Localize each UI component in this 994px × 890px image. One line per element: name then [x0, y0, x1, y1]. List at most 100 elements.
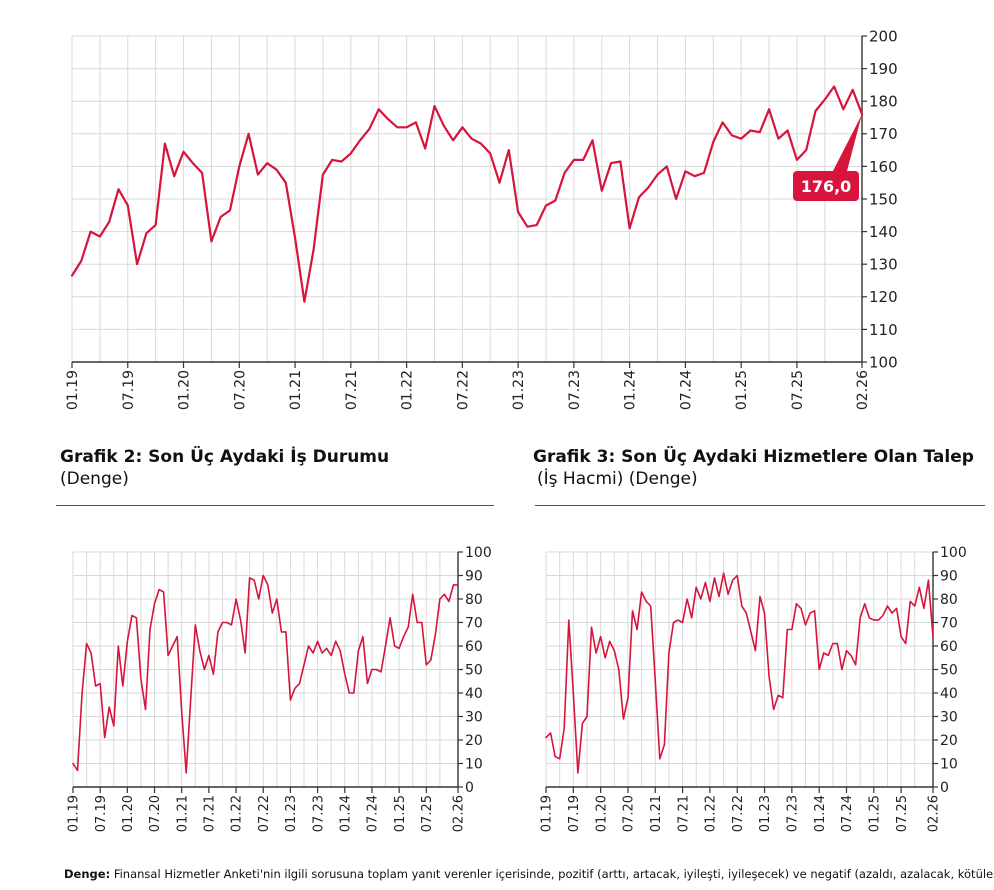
c3-x-tick-label: 07.21	[676, 795, 691, 832]
c1-x-tick-label: 01.25	[734, 370, 750, 410]
c2-y-tick-label: 0	[465, 780, 474, 796]
c1-y-tick-label: 170	[869, 125, 898, 143]
c1-y-tick-label: 100	[869, 353, 898, 371]
c3-y-tick-label: 40	[940, 686, 958, 702]
c1-x-tick-label: 07.20	[232, 370, 248, 410]
c3-y-tick-label: 100	[940, 545, 967, 561]
c2-x-tick-label: 07.20	[148, 795, 163, 832]
c1-y-tick-label: 110	[869, 321, 898, 339]
c3-y-tick-label: 0	[940, 780, 949, 796]
value-callout-label: 176,0	[801, 177, 852, 196]
c2-x-tick-label: 01.21	[175, 795, 190, 832]
c1-y-tick-label: 120	[869, 288, 898, 306]
c3-y-tick-label: 60	[940, 639, 958, 655]
c2-x-tick-label: 01.20	[121, 795, 136, 832]
c1-x-tick-label: 07.19	[121, 370, 137, 410]
c1-x-tick-label: 01.23	[511, 370, 527, 410]
c2-series-line	[72, 574, 459, 774]
c1-y-tick-label: 190	[869, 60, 898, 78]
chart-2-divider	[56, 505, 494, 506]
c3-y-tick-label: 80	[940, 592, 958, 608]
c3-y-tick-label: 20	[940, 733, 958, 749]
c3-y-tick-label: 70	[940, 616, 958, 632]
c3-y-tick-label: 30	[940, 710, 958, 726]
c3-x-tick-label: 01.24	[813, 795, 828, 832]
c3-x-tick-label: 07.23	[786, 795, 801, 832]
c1-y-tick-label: 200	[869, 27, 898, 45]
c2-y-tick-label: 80	[465, 592, 483, 608]
c3-x-tick-label: 01.25	[867, 795, 882, 832]
footnote: Denge: Finansal Hizmetler Anketi'nin ilg…	[64, 866, 994, 890]
c3-y-tick-label: 90	[940, 569, 958, 585]
c2-x-tick-label: 07.23	[311, 795, 326, 832]
c3-y-tick-label: 10	[940, 757, 958, 773]
c1-x-tick-label: 02.26	[855, 370, 871, 410]
c3-x-tick-label: 01.22	[704, 795, 719, 832]
c2-x-tick-label: 07.19	[94, 795, 109, 832]
c1-y-tick-label: 180	[869, 93, 898, 111]
chart-3-title: Grafik 3: Son Üç Aydaki Hizmetlere Olan …	[533, 447, 974, 467]
c1-x-tick-label: 01.21	[288, 370, 304, 410]
c1-x-tick-label: 01.19	[65, 370, 81, 410]
chart-3-subtitle: (İş Hacmi) (Denge)	[537, 469, 698, 489]
c1-x-tick-label: 07.23	[567, 370, 583, 410]
chart-2: 0 10 20 30 40 50 60 70 80 90 100 01.19 07.19 01.20 07.…	[67, 545, 492, 832]
c2-x-tick-label: 07.21	[203, 795, 218, 832]
c2-y-tick-label: 20	[465, 733, 483, 749]
c2-x-tick-label: 01.22	[230, 795, 245, 832]
chart-3-divider	[535, 505, 985, 506]
chart-2-title: Grafik 2: Son Üç Aydaki İş Durumu	[60, 447, 390, 467]
c1-y-tick-label: 130	[869, 256, 898, 274]
value-callout-box	[793, 171, 859, 201]
c3-x-tick-label: 07.20	[622, 795, 637, 832]
value-callout-pointer	[833, 114, 862, 171]
c2-y-tick-label: 70	[465, 616, 483, 632]
c1-y-tick-label: 140	[869, 223, 898, 241]
c1-series-line	[70, 85, 864, 303]
c2-y-tick-label: 50	[465, 663, 483, 679]
footnote-text: Finansal Hizmetler Anketi'nin ilgili sor…	[113, 867, 994, 881]
c2-y-tick-label: 90	[465, 569, 483, 585]
c2-x-tick-label: 01.19	[67, 795, 82, 832]
c2-grid	[72, 551, 459, 788]
c1-x-tick-label: 01.24	[623, 370, 639, 410]
c1-x-tick-label: 07.21	[344, 370, 360, 410]
chart-3-caption: Grafik 3: Son Üç Aydaki Hizmetlere Olan …	[533, 446, 974, 490]
footnote-label: Denge:	[64, 867, 111, 881]
c2-y-tick-label: 60	[465, 639, 483, 655]
c2-x-tick-label: 01.25	[393, 795, 408, 832]
c2-x-tick-label: 07.25	[420, 795, 435, 832]
c3-x-tick-label: 02.26	[927, 795, 942, 832]
chart-2-subtitle: (Denge)	[60, 469, 129, 489]
c2-x-tick-label: 07.22	[257, 795, 272, 832]
c2-y-tick-label: 10	[465, 757, 483, 773]
c3-y-tick-label: 50	[940, 663, 958, 679]
c3-series-line	[545, 572, 934, 774]
c1-y-tick-label: 150	[869, 190, 898, 208]
c2-x-tick-label: 01.24	[338, 795, 353, 832]
c3-x-tick-label: 07.19	[567, 795, 582, 832]
chart-3: 0 10 20 30 40 50 60 70 80 90 100 01.19 07.19 01.20 07.…	[540, 545, 967, 832]
c2-y-tick-label: 100	[465, 545, 492, 561]
c2-x-tick-label: 01.23	[284, 795, 299, 832]
c1-x-tick-label: 07.22	[455, 370, 471, 410]
c3-x-tick-label: 07.24	[840, 795, 855, 832]
c2-x-tick-label: 02.26	[452, 795, 467, 832]
c1-x-tick-label: 07.25	[790, 370, 806, 410]
c1-x-tick-label: 01.20	[177, 370, 193, 410]
c2-y-tick-label: 40	[465, 686, 483, 702]
c2-y-tick-label: 30	[465, 710, 483, 726]
c1-x-tick-label: 01.22	[400, 370, 416, 410]
c3-x-tick-label: 01.23	[758, 795, 773, 832]
c3-x-tick-label: 01.19	[540, 795, 555, 832]
chart-1: 100 110 120 130 140 150 160 170 180 190 200 01.19 07…	[65, 27, 898, 410]
c2-x-tick-label: 07.24	[366, 795, 381, 832]
chart-2-caption: Grafik 2: Son Üç Aydaki İş Durumu (Denge…	[60, 446, 389, 490]
c1-x-tick-label: 07.24	[678, 370, 694, 410]
c1-grid	[71, 35, 863, 363]
c1-y-tick-label: 160	[869, 158, 898, 176]
c3-x-tick-label: 07.25	[895, 795, 910, 832]
c3-x-tick-label: 01.20	[594, 795, 609, 832]
c3-x-tick-label: 07.22	[731, 795, 746, 832]
